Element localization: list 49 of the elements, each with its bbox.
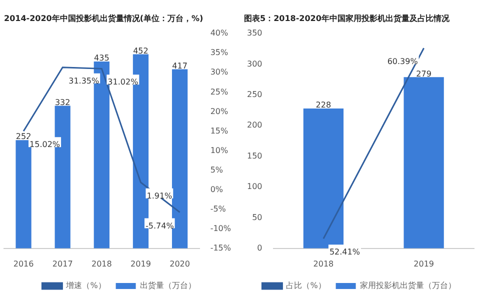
data-label: 31.02%: [108, 78, 139, 87]
data-label: 417: [172, 61, 188, 70]
y-tick-label: 100: [246, 182, 262, 192]
y2-tick-label: 20%: [210, 106, 229, 116]
y2-tick-label: -15%: [210, 243, 232, 252]
legend-label: 增速（%）: [65, 281, 106, 290]
data-label: 31.35%: [68, 76, 100, 86]
y2-tick-label: 35%: [210, 48, 229, 58]
data-label: 228: [316, 100, 332, 110]
y2-tick-label: 30%: [210, 68, 229, 77]
data-label: 279: [416, 69, 432, 78]
y-tick-label: 350: [246, 28, 262, 38]
chart-title: 图表5：2018-2020年中国家用投影机出货量及占比情况: [244, 12, 450, 23]
data-label: 252: [16, 132, 32, 142]
data-label: 1.91%: [146, 191, 173, 200]
bar: [16, 140, 32, 248]
y2-tick-label: 15%: [210, 126, 229, 136]
data-label: 15.02%: [30, 140, 60, 150]
y2-tick-label: 5%: [210, 165, 224, 174]
x-tick-label: 2016: [13, 259, 34, 268]
y2-tick-label: 40%: [210, 28, 229, 38]
data-label: 52.41%: [329, 248, 360, 257]
x-tick-label: 2018: [91, 259, 112, 268]
legend-label: 占比（%）: [286, 281, 326, 290]
data-label: 452: [133, 46, 148, 56]
x-tick-label: 2019: [130, 259, 151, 268]
x-tick-label: 2018: [313, 259, 334, 268]
bar: [172, 69, 188, 248]
data-label: 332: [54, 98, 70, 107]
x-tick-label: 2019: [414, 259, 434, 268]
y2-tick-label: 25%: [210, 87, 229, 96]
legend-label: 家用投影机出货量（万台）: [360, 281, 456, 290]
y-tick-label: 250: [246, 90, 262, 100]
x-tick-label: 2017: [52, 259, 73, 268]
legend-label: 出货量（万台）: [140, 281, 196, 290]
chart-title: 2014-2020年中国投影机出货量情况(单位：万台，%): [4, 14, 204, 23]
y-tick-label: 200: [246, 120, 262, 130]
y-tick-label: 300: [246, 59, 262, 68]
data-label: 435: [94, 54, 110, 63]
y2-tick-label: 0%: [210, 184, 224, 194]
y2-tick-label: -5%: [210, 204, 226, 214]
y2-tick-label: 10%: [210, 146, 229, 155]
y-tick-label: 0: [257, 243, 262, 252]
y-tick-label: 150: [246, 151, 262, 160]
y-tick-label: 50: [252, 212, 262, 222]
x-tick-label: 2020: [170, 259, 190, 268]
data-label: 60.39%: [387, 57, 418, 66]
data-label: -5.74%: [146, 221, 174, 230]
y2-tick-label: -10%: [210, 224, 232, 233]
